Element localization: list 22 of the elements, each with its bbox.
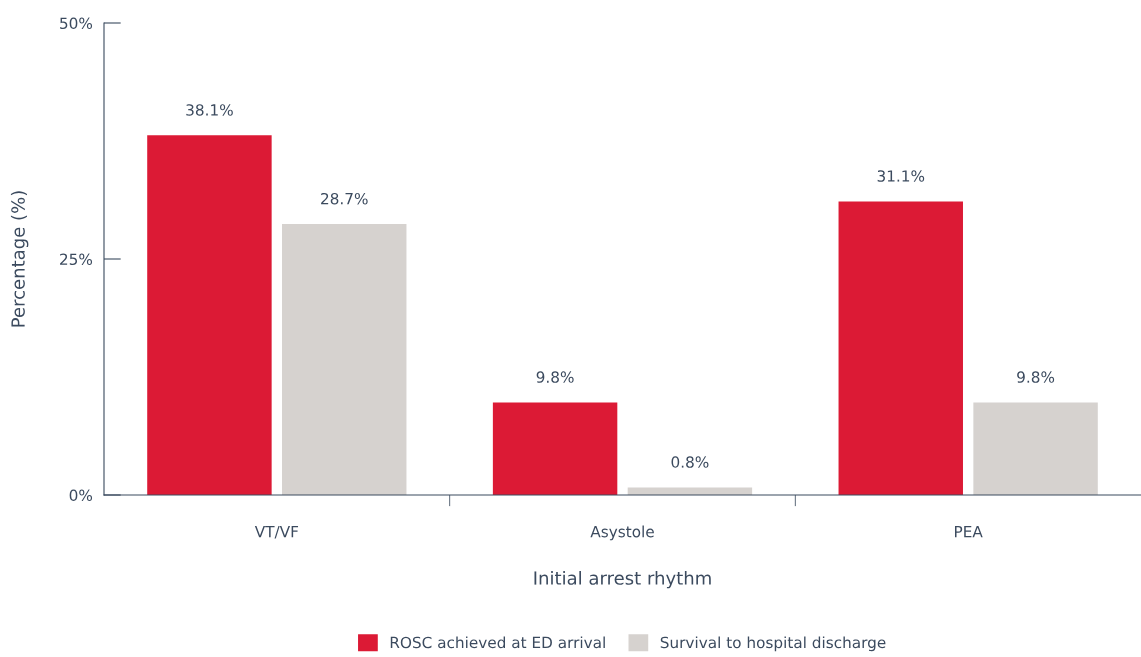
legend-label: ROSC achieved at ED arrival (390, 636, 605, 649)
y-tick-label: 0% (69, 489, 93, 502)
data-label: 28.7% (321, 192, 368, 205)
x-axis-title: Initial arrest rhythm (534, 570, 711, 589)
y-tick-label: 25% (60, 253, 93, 266)
bar (147, 135, 272, 495)
data-label: 38.1% (186, 104, 233, 116)
bar (973, 402, 1098, 495)
data-label: 31.1% (877, 170, 925, 182)
bar (282, 224, 407, 495)
data-label: 0.8% (671, 456, 709, 468)
legend-label: Survival to hospital discharge (660, 636, 886, 652)
data-label: 9.8% (536, 371, 574, 383)
bar (838, 201, 963, 495)
x-tick-label: Asystole (590, 525, 654, 541)
x-tick-label: VT/VF (254, 526, 299, 539)
y-axis-title: Percentage (%) (10, 191, 29, 327)
x-tick-label: PEA (955, 526, 983, 538)
bar (492, 402, 618, 495)
bar (627, 487, 753, 495)
y-tick-label: 50% (60, 17, 93, 30)
data-label: 9.8% (1017, 371, 1055, 383)
